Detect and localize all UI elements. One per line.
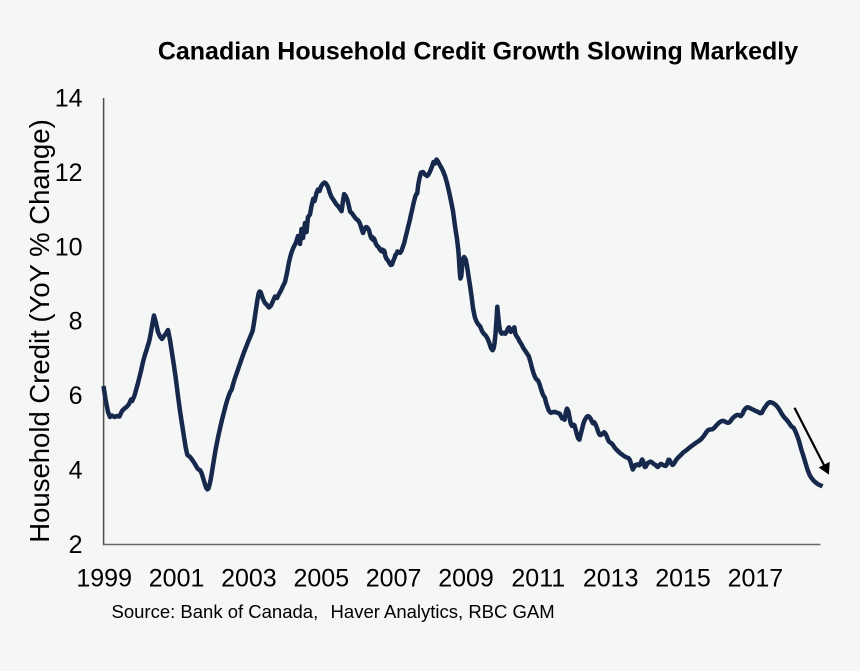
- svg-text:2: 2: [69, 531, 83, 559]
- svg-text:6: 6: [69, 382, 83, 410]
- svg-text:2017: 2017: [728, 565, 784, 593]
- svg-text:2005: 2005: [293, 565, 349, 593]
- svg-text:2001: 2001: [149, 565, 205, 593]
- svg-text:2013: 2013: [583, 565, 639, 593]
- svg-text:4: 4: [69, 457, 83, 485]
- svg-text:Canadian Household Credit Grow: Canadian Household Credit Growth Slowing…: [158, 38, 798, 66]
- svg-text:8: 8: [69, 308, 83, 336]
- svg-text:2003: 2003: [221, 565, 277, 593]
- svg-text:2015: 2015: [655, 565, 711, 593]
- svg-text:2007: 2007: [366, 565, 422, 593]
- svg-text:Household Credit (YoY % Change: Household Credit (YoY % Change): [24, 119, 55, 542]
- svg-text:Source: Bank of Canada, Haver: Source: Bank of Canada, Haver Analytics,…: [112, 601, 555, 622]
- svg-text:10: 10: [55, 233, 83, 261]
- svg-text:2009: 2009: [438, 565, 494, 593]
- svg-text:2011: 2011: [511, 565, 565, 593]
- svg-text:14: 14: [55, 85, 83, 113]
- svg-text:1999: 1999: [76, 565, 132, 593]
- svg-text:12: 12: [55, 159, 83, 187]
